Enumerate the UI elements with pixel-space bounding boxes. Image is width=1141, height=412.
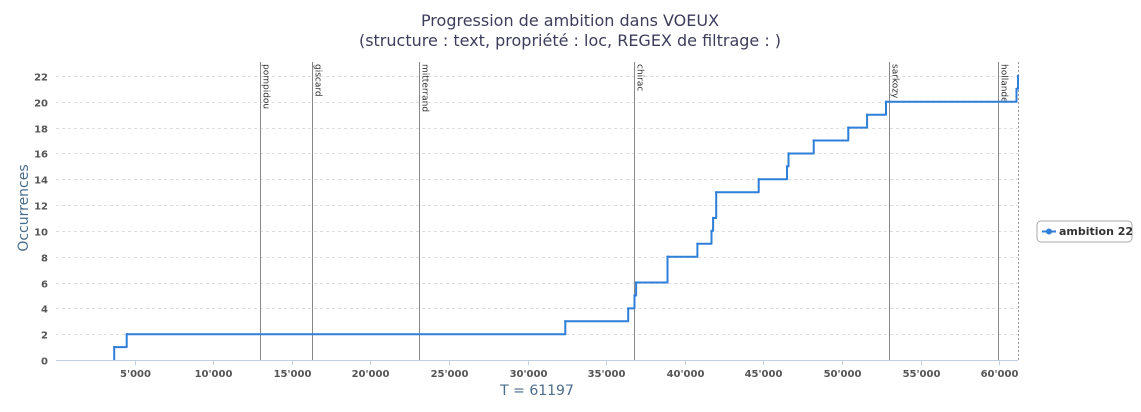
x-tick-label: 35'000 <box>588 369 626 380</box>
x-tick-label: 45'000 <box>745 369 783 380</box>
x-tick-label: 50'000 <box>824 369 862 380</box>
period-markers: pompidou giscard mitterrand chirac sarkozy ho… <box>260 62 1019 360</box>
data-point[interactable] <box>812 139 815 142</box>
x-tick-label: 25'000 <box>431 369 469 380</box>
marker-label-hollande: hollande <box>999 64 1009 103</box>
data-point[interactable] <box>787 152 790 155</box>
data-point[interactable] <box>666 255 669 258</box>
marker-label-giscard: giscard <box>313 64 323 97</box>
y-tick-label: 16 <box>34 150 48 161</box>
data-point[interactable] <box>785 165 789 168</box>
x-tick-label: 55'000 <box>903 369 941 380</box>
data-point[interactable] <box>633 294 636 297</box>
y-axis-ticks: 0 2 4 6 8 10 12 14 16 18 20 22 <box>34 73 48 368</box>
marker-label-mitterrand: mitterrand <box>420 64 430 112</box>
series <box>113 74 1020 360</box>
x-tick-label: 20'000 <box>352 369 390 380</box>
data-point[interactable] <box>627 307 630 310</box>
data-point[interactable] <box>1015 87 1018 91</box>
y-tick-label: 4 <box>41 305 48 316</box>
y-tick-label: 0 <box>41 357 48 368</box>
x-tick-label: 30'000 <box>510 369 548 380</box>
y-tick-label: 22 <box>34 73 48 84</box>
data-point[interactable] <box>865 113 869 116</box>
y-tick-label: 20 <box>34 99 48 110</box>
data-point[interactable] <box>696 242 699 245</box>
data-point[interactable] <box>884 100 888 104</box>
y-tick-label: 2 <box>41 331 48 342</box>
marker-label-chirac: chirac <box>635 64 645 91</box>
x-tick-label: 5'000 <box>120 369 151 380</box>
data-point[interactable] <box>847 126 850 129</box>
chart-title: Progression de ambition dans VOEUX <box>421 11 719 30</box>
series-line[interactable] <box>113 76 1019 360</box>
data-point[interactable] <box>710 229 713 233</box>
y-tick-label: 12 <box>34 202 48 213</box>
x-tick-label: 10'000 <box>195 369 233 380</box>
data-point[interactable] <box>564 320 567 323</box>
x-tick-label: 60'000 <box>981 369 1019 380</box>
y-tick-label: 6 <box>41 280 48 291</box>
data-point[interactable] <box>125 333 128 336</box>
legend-item-ambition[interactable]: ambition 22 <box>1059 225 1133 238</box>
data-point[interactable] <box>1016 74 1020 78</box>
data-point[interactable] <box>715 191 718 194</box>
y-axis-label: Occurrences <box>16 164 32 251</box>
x-tick-label: 40'000 <box>667 369 705 380</box>
y-tick-label: 14 <box>34 176 48 187</box>
y-tick-label: 10 <box>34 228 48 239</box>
x-tick-label: 15'000 <box>274 369 312 380</box>
data-point[interactable] <box>757 178 760 181</box>
legend-point-symbol <box>1046 228 1052 235</box>
y-tick-label: 8 <box>41 254 48 265</box>
data-point[interactable] <box>634 281 638 284</box>
legend-box <box>1036 220 1133 243</box>
x-axis-ticks: 5'000 10'000 15'000 20'000 25'000 30'000 35'00… <box>120 360 1018 380</box>
marker-label-pompidou: pompidou <box>261 64 271 109</box>
legend[interactable]: ambition 22 <box>1036 220 1133 243</box>
y-tick-label: 18 <box>34 125 48 136</box>
x-axis-label: T = 61197 <box>499 383 574 399</box>
chart-subtitle: (structure : text, propriété : loc, REGE… <box>359 31 781 50</box>
data-point[interactable] <box>113 345 116 349</box>
data-point[interactable] <box>711 216 715 220</box>
marker-label-sarkozy: sarkozy <box>890 64 900 99</box>
